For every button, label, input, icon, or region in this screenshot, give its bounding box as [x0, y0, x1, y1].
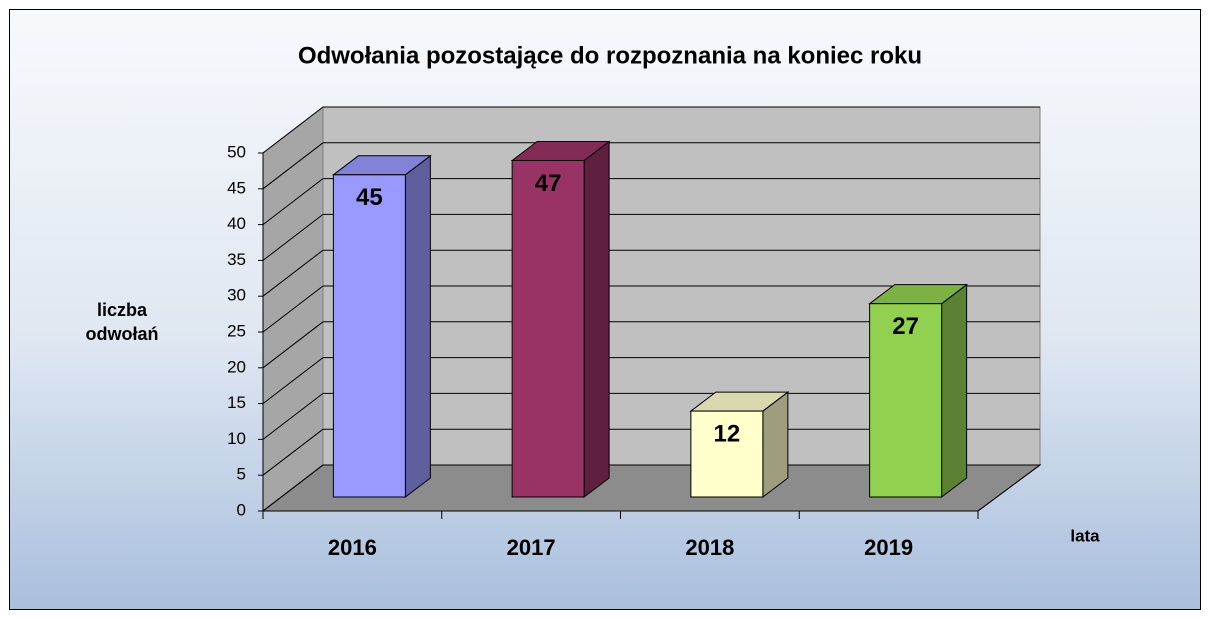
grid-line [262, 393, 324, 440]
y-tick-label: 20 [227, 357, 246, 376]
bar-side [583, 140, 610, 499]
grid-line [262, 249, 324, 297]
y-axis-label: liczba odwołań [85, 300, 159, 344]
grid-line [262, 321, 324, 369]
grid-line [262, 178, 324, 225]
data-label: 12 [714, 420, 741, 447]
grid-line [262, 428, 324, 476]
bar [869, 303, 943, 498]
data-label: 45 [356, 184, 383, 211]
x-tick-label: 2017 [507, 535, 556, 560]
y-tick-label: 10 [227, 429, 246, 448]
bar-side [404, 154, 431, 499]
bar [690, 410, 764, 498]
grid-line [262, 285, 324, 333]
x-axis-edge [977, 464, 1041, 512]
y-tick-label: 5 [237, 465, 246, 484]
grid-line [262, 357, 324, 404]
grid-line [262, 142, 324, 190]
x-axis-label: lata [1070, 526, 1100, 545]
x-tick-label: 2016 [328, 535, 377, 560]
y-tick-label: 40 [227, 214, 246, 233]
bar [511, 159, 585, 498]
bar-side [941, 283, 968, 499]
y-tick-label: 50 [227, 142, 246, 161]
chart-title: Odwołania pozostające do rozpoznania na … [298, 42, 922, 69]
data-label: 27 [892, 313, 919, 340]
y-tick-label: 0 [237, 500, 246, 519]
bar [332, 174, 406, 498]
y-tick-label: 45 [227, 178, 246, 197]
y-tick-label: 35 [227, 250, 246, 269]
y-tick-label: 30 [227, 286, 246, 305]
y-tick-label: 15 [227, 393, 246, 412]
y-tick-label: 25 [227, 321, 246, 340]
grid-line [262, 106, 324, 154]
grid-line [262, 214, 324, 261]
data-label: 47 [535, 170, 562, 197]
x-tick-label: 2018 [685, 535, 734, 560]
x-tick-label: 2019 [864, 535, 913, 560]
grid-line [262, 464, 324, 512]
